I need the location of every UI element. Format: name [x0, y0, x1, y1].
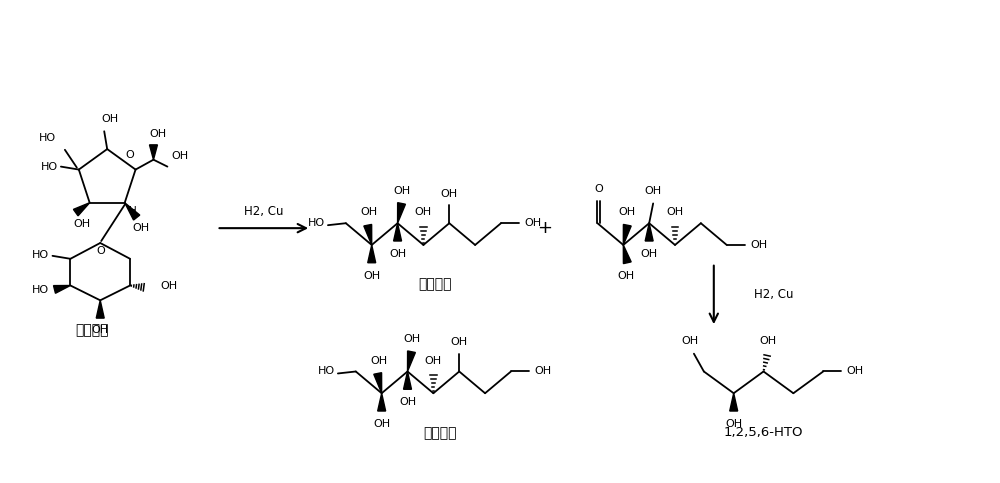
Text: HO: HO — [40, 162, 58, 171]
Text: 1,2,5,6-HTO: 1,2,5,6-HTO — [724, 426, 803, 439]
Text: OH: OH — [73, 219, 90, 229]
Text: +: + — [537, 219, 552, 237]
Text: H: H — [129, 206, 137, 215]
Text: OH: OH — [641, 249, 658, 259]
Polygon shape — [96, 300, 104, 318]
Text: OH: OH — [759, 336, 776, 346]
Text: 山梨糖醇: 山梨糖醇 — [424, 426, 457, 440]
Polygon shape — [378, 393, 386, 411]
Text: HO: HO — [317, 367, 335, 376]
Text: OH: OH — [681, 336, 699, 346]
Text: OH: OH — [92, 325, 109, 335]
Text: OH: OH — [619, 207, 636, 217]
Polygon shape — [364, 225, 372, 245]
Text: OH: OH — [399, 397, 416, 407]
Polygon shape — [73, 203, 90, 216]
Polygon shape — [398, 203, 405, 223]
Text: 麦芽糖醇: 麦芽糖醇 — [76, 323, 109, 337]
Polygon shape — [623, 245, 631, 264]
Text: OH: OH — [618, 270, 635, 281]
Text: O: O — [97, 246, 106, 256]
Text: OH: OH — [172, 151, 189, 161]
Text: OH: OH — [725, 419, 742, 429]
Text: OH: OH — [132, 224, 149, 233]
Text: OH: OH — [403, 334, 420, 344]
Text: HO: HO — [307, 218, 325, 228]
Text: OH: OH — [415, 207, 432, 217]
Text: OH: OH — [425, 355, 442, 366]
Text: OH: OH — [363, 270, 380, 281]
Text: OH: OH — [373, 419, 390, 429]
Text: O: O — [125, 150, 134, 160]
Polygon shape — [408, 351, 415, 371]
Text: H2, Cu: H2, Cu — [754, 288, 793, 301]
Polygon shape — [645, 223, 653, 241]
Text: OH: OH — [666, 207, 684, 217]
Text: OH: OH — [360, 207, 377, 217]
Text: OH: OH — [534, 367, 551, 376]
Text: OH: OH — [389, 249, 406, 259]
Polygon shape — [149, 145, 157, 160]
Text: OH: OH — [370, 355, 387, 366]
Polygon shape — [623, 225, 631, 245]
Text: OH: OH — [102, 114, 119, 125]
Text: HO: HO — [32, 250, 49, 260]
Text: OH: OH — [149, 129, 166, 139]
Polygon shape — [374, 373, 382, 393]
Polygon shape — [125, 203, 140, 220]
Text: H2, Cu: H2, Cu — [244, 205, 283, 218]
Polygon shape — [730, 393, 738, 411]
Text: OH: OH — [750, 240, 767, 250]
Text: OH: OH — [451, 337, 468, 347]
Text: OH: OH — [441, 188, 458, 199]
Text: OH: OH — [645, 185, 662, 196]
Polygon shape — [394, 223, 402, 241]
Text: OH: OH — [393, 185, 410, 196]
Polygon shape — [54, 285, 70, 293]
Text: OH: OH — [846, 367, 864, 376]
Text: O: O — [594, 184, 603, 194]
Text: HO: HO — [38, 133, 56, 143]
Polygon shape — [368, 245, 376, 263]
Polygon shape — [404, 371, 411, 389]
Text: HO: HO — [32, 285, 49, 296]
Text: OH: OH — [160, 282, 177, 291]
Text: 山梨糖醇: 山梨糖醇 — [419, 278, 452, 292]
Text: OH: OH — [524, 218, 541, 228]
